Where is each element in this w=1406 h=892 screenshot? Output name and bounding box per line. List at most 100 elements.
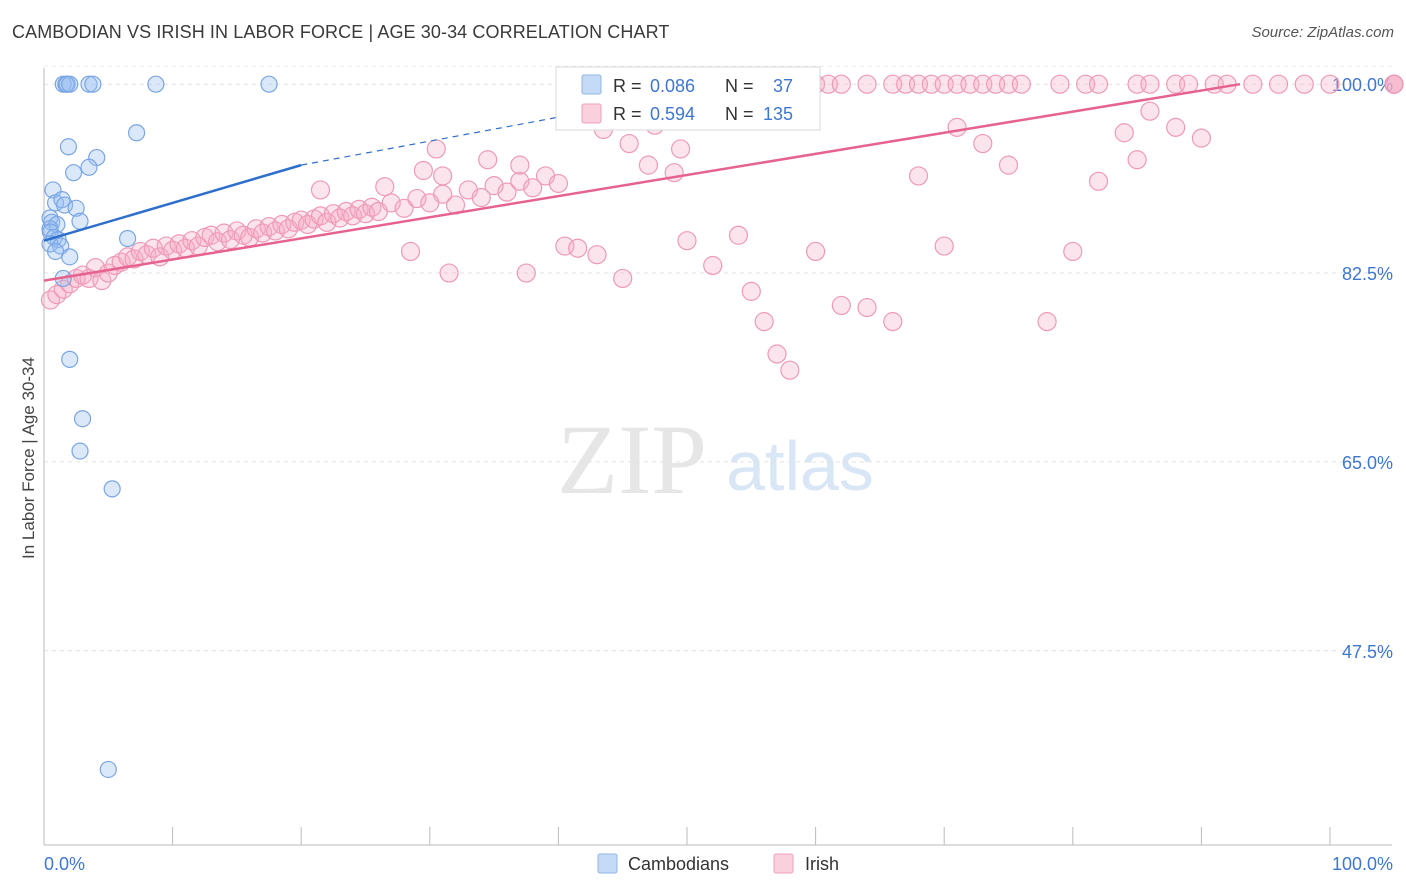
irish-point xyxy=(780,360,800,380)
irish-point xyxy=(1294,74,1314,94)
irish-point xyxy=(1114,123,1134,143)
irish-point xyxy=(831,74,851,94)
irish-point xyxy=(1140,101,1160,121)
irish-point xyxy=(1088,171,1109,191)
stats-n-value-cambodian: 37 xyxy=(773,76,793,96)
cambodian-point xyxy=(99,760,117,779)
x-tick-label-min: 0.0% xyxy=(44,854,85,874)
irish-point xyxy=(638,155,659,175)
cambodian-points xyxy=(41,75,278,779)
irish-point xyxy=(857,74,877,94)
y-axis-label: In Labor Force | Age 30-34 xyxy=(19,357,38,559)
irish-point xyxy=(497,182,517,202)
cambodian-point xyxy=(80,158,98,176)
irish-point xyxy=(1011,74,1031,94)
cambodian-point xyxy=(61,248,79,266)
irish-point xyxy=(124,249,144,269)
legend-irish-label: Irish xyxy=(805,854,839,874)
irish-point xyxy=(619,133,639,154)
cambodian-point xyxy=(61,75,79,93)
irish-point xyxy=(1140,74,1160,94)
irish-point xyxy=(568,238,588,258)
cambodian-point xyxy=(71,212,89,230)
irish-point xyxy=(677,231,697,251)
irish-point xyxy=(426,139,446,159)
cambodian-point xyxy=(61,350,79,368)
cambodian-point xyxy=(103,480,121,498)
irish-point xyxy=(805,241,826,262)
irish-point xyxy=(754,312,774,332)
irish-point xyxy=(908,166,929,186)
irish-point xyxy=(1320,74,1340,94)
irish-point xyxy=(439,263,459,283)
cambodian-trend-extension xyxy=(301,78,765,166)
cambodian-point xyxy=(147,75,165,93)
cambodian-point xyxy=(118,229,137,248)
irish-point xyxy=(1050,74,1070,94)
source-label: Source: ZipAtlas.com xyxy=(1251,24,1394,41)
stats-n-label-irish: N = xyxy=(725,104,754,124)
irish-point xyxy=(40,290,61,310)
irish-point xyxy=(1127,150,1147,170)
stats-r-label-cambodian: R = xyxy=(613,76,642,96)
cambodian-point xyxy=(73,410,92,428)
irish-point xyxy=(741,281,761,301)
irish-point xyxy=(587,245,607,265)
cambodian-trend-line xyxy=(43,163,302,242)
y-tick-labels: 47.5% 65.0% 82.5% 100.0% xyxy=(1332,75,1393,662)
irish-point xyxy=(1243,74,1263,94)
cambodian-point xyxy=(84,75,102,93)
cambodian-point xyxy=(67,199,85,217)
irish-point xyxy=(998,155,1019,175)
irish-point xyxy=(375,177,395,197)
chart-title: CAMBODIAN VS IRISH IN LABOR FORCE | AGE … xyxy=(12,22,670,42)
y-tick-label: 47.5% xyxy=(1342,642,1393,662)
legend-cambodians-label: Cambodians xyxy=(628,854,729,874)
stats-n-label-cambodian: N = xyxy=(725,76,754,96)
irish-point xyxy=(310,180,331,200)
irish-point xyxy=(1268,74,1289,94)
axes xyxy=(43,68,1392,846)
irish-point xyxy=(548,173,569,194)
irish-point xyxy=(471,187,491,208)
irish-point xyxy=(1384,74,1404,94)
y-tick-label: 100.0% xyxy=(1332,75,1393,95)
irish-point xyxy=(400,241,421,262)
irish-point xyxy=(478,150,498,170)
stats-r-label-irish: R = xyxy=(613,104,642,124)
stats-r-value-irish: 0.594 xyxy=(650,104,695,124)
irish-point xyxy=(1037,312,1057,332)
cambodian-point xyxy=(260,75,278,93)
irish-point xyxy=(407,188,427,209)
irish-point xyxy=(857,297,877,318)
y-tick-label: 82.5% xyxy=(1342,264,1393,284)
stats-n-value-irish: 135 xyxy=(763,104,793,124)
cambodian-point xyxy=(71,442,89,460)
watermark-zip: ZIP xyxy=(557,404,707,515)
irish-point xyxy=(413,160,433,181)
y-tick-label: 65.0% xyxy=(1342,453,1393,473)
irish-point xyxy=(1191,128,1212,148)
irish-point xyxy=(767,344,787,364)
irish-point xyxy=(1088,74,1109,94)
irish-point xyxy=(510,155,530,175)
cambodian-point xyxy=(64,164,83,182)
irish-point xyxy=(394,198,414,218)
irish-point xyxy=(831,295,851,316)
irish-point xyxy=(516,263,536,283)
irish-point xyxy=(728,225,749,245)
irish-point xyxy=(433,166,453,186)
irish-point xyxy=(703,255,723,276)
stats-legend: R = 0.086 N = 37 R = 0.594 N = 135 xyxy=(555,66,821,131)
stats-r-value-cambodian: 0.086 xyxy=(650,76,695,96)
irish-point xyxy=(947,117,967,137)
cambodian-point xyxy=(59,138,78,156)
watermark-atlas: atlas xyxy=(726,427,874,505)
legend-cambodians-swatch xyxy=(597,853,618,874)
irish-point xyxy=(523,178,543,198)
irish-point xyxy=(670,139,691,159)
irish-point xyxy=(47,285,67,305)
stats-legend-cambodian-swatch xyxy=(581,74,602,95)
trend-lines xyxy=(43,78,1241,282)
